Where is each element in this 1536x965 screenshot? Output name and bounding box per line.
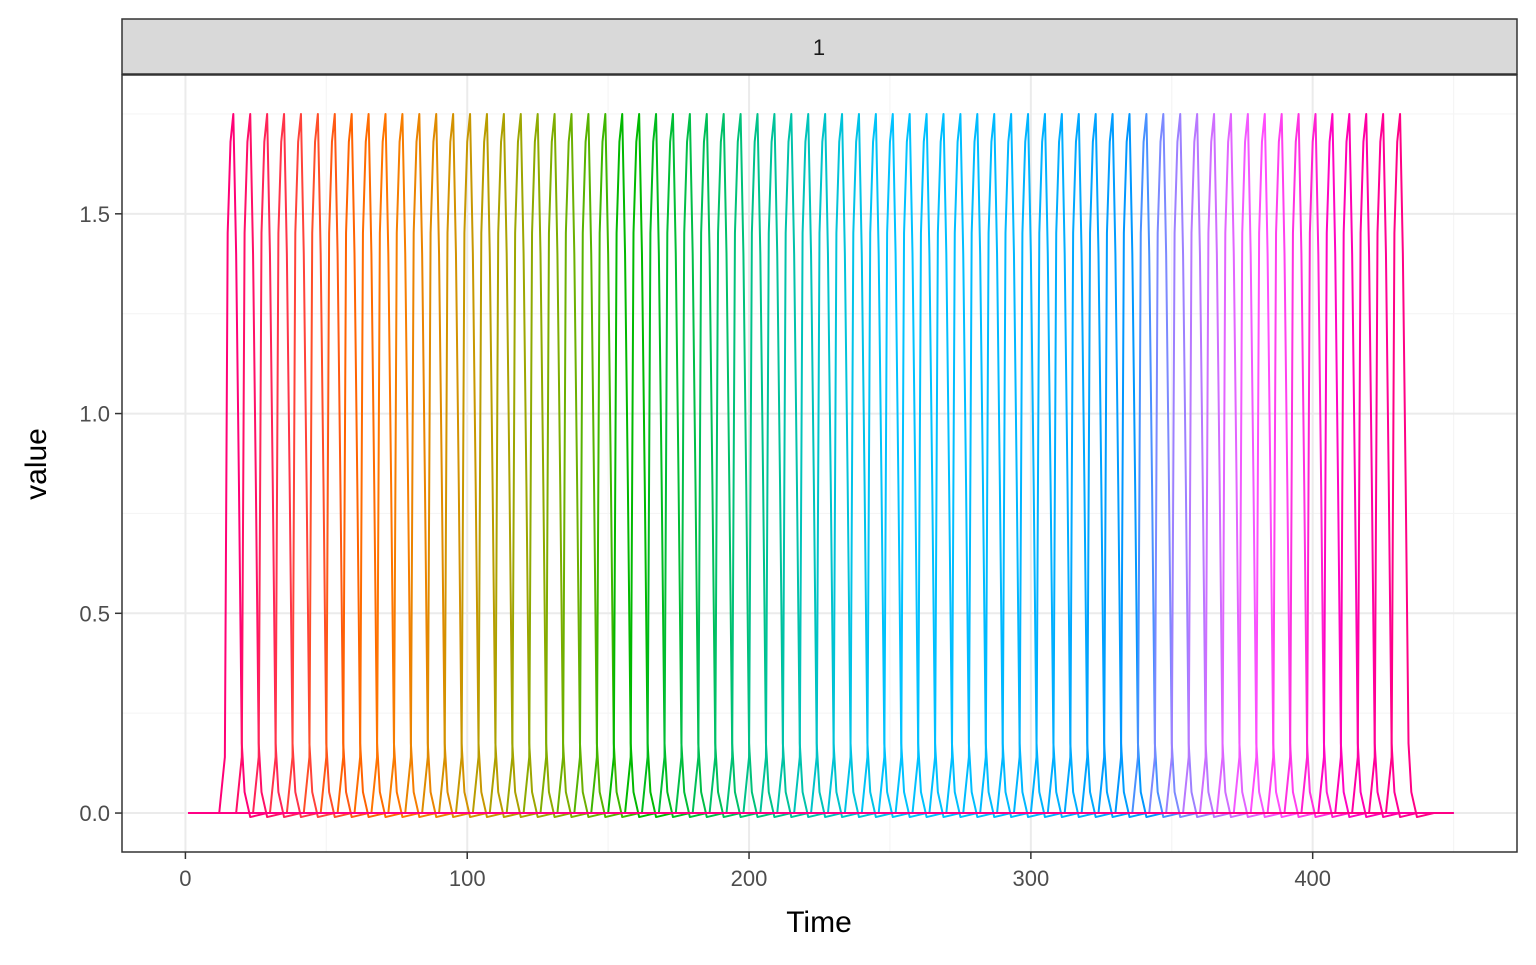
series-line	[188, 112, 1454, 819]
series-line	[188, 112, 1454, 819]
series-line	[188, 112, 1454, 819]
series-line	[188, 112, 1454, 819]
series-lines	[188, 112, 1454, 819]
series-line	[188, 112, 1454, 819]
series-line	[188, 112, 1454, 819]
series-line	[188, 112, 1454, 819]
series-line	[188, 112, 1454, 819]
series-line	[188, 112, 1454, 819]
series-line	[188, 112, 1454, 819]
series-line	[188, 112, 1454, 819]
y-tick-label: 1.5	[79, 202, 110, 227]
series-line	[188, 112, 1454, 819]
series-line	[188, 112, 1454, 819]
x-tick-label: 200	[731, 866, 768, 891]
y-tick-label: 0.0	[79, 801, 110, 826]
series-line	[188, 112, 1454, 819]
strip-background	[121, 18, 1518, 75]
y-tick-label: 1.0	[79, 402, 110, 427]
series-line	[188, 112, 1454, 819]
x-tick-label: 100	[449, 866, 486, 891]
panel-border	[121, 74, 1518, 853]
series-line	[188, 112, 1454, 819]
series-line	[188, 112, 1454, 819]
series-line	[188, 112, 1454, 819]
series-line	[188, 112, 1454, 819]
x-tick-label: 0	[179, 866, 191, 891]
series-line	[188, 112, 1454, 819]
series-line	[188, 112, 1454, 819]
series-line	[188, 112, 1454, 819]
series-line	[188, 112, 1454, 819]
series-line	[188, 112, 1454, 819]
series-line	[188, 112, 1454, 819]
series-line	[188, 112, 1454, 819]
series-line	[188, 112, 1454, 819]
series-line	[188, 112, 1454, 819]
x-tick-label: 400	[1294, 866, 1331, 891]
series-line	[188, 112, 1454, 819]
series-line	[188, 112, 1454, 819]
series-line	[188, 112, 1454, 819]
series-line	[188, 112, 1454, 819]
series-line	[188, 112, 1454, 819]
series-line	[188, 112, 1454, 819]
series-line	[188, 112, 1454, 819]
series-line	[188, 112, 1454, 819]
series-line	[188, 112, 1454, 819]
series-line	[188, 112, 1454, 819]
series-line	[188, 112, 1454, 819]
series-line	[188, 112, 1454, 819]
facet-strip-label: 1	[813, 35, 825, 60]
series-line	[188, 112, 1454, 819]
series-line	[188, 112, 1454, 819]
series-line	[188, 112, 1454, 819]
series-line	[188, 112, 1454, 819]
y-axis-title: value	[20, 428, 53, 500]
series-line	[188, 112, 1454, 819]
axis-ticks: 0 100 200 300 400 0.0 0.5 1.0 1.5	[79, 202, 1331, 891]
series-line	[188, 112, 1454, 819]
series-line	[188, 112, 1454, 819]
series-line	[188, 112, 1454, 819]
series-line	[188, 112, 1454, 819]
series-line	[188, 112, 1454, 819]
series-line	[188, 112, 1454, 819]
y-tick-label: 0.5	[79, 601, 110, 626]
series-line	[188, 112, 1454, 819]
series-line	[188, 112, 1454, 819]
x-tick-label: 300	[1013, 866, 1050, 891]
series-line	[188, 112, 1454, 819]
series-line	[188, 112, 1454, 819]
series-line	[188, 112, 1454, 819]
series-line	[188, 112, 1454, 819]
series-line	[188, 112, 1454, 819]
series-line	[188, 112, 1454, 819]
series-line	[188, 112, 1454, 819]
x-axis-title: Time	[786, 906, 852, 939]
series-line	[188, 112, 1454, 819]
series-line	[188, 112, 1454, 819]
series-line	[188, 112, 1454, 819]
series-line	[188, 112, 1454, 819]
series-line	[188, 112, 1454, 819]
series-line	[188, 112, 1454, 819]
series-line	[188, 112, 1454, 819]
series-line	[188, 112, 1454, 819]
series-line	[188, 112, 1454, 819]
series-line	[188, 112, 1454, 819]
